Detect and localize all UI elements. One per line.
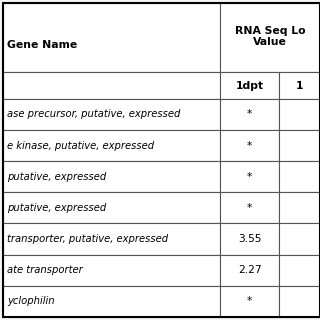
Bar [3, 130, 220, 161]
Bar [3, 161, 220, 192]
Bar [3, 223, 220, 254]
Bar [3, 286, 220, 317]
Bar [279, 72, 320, 99]
Text: *: * [247, 140, 252, 150]
Bar [220, 223, 279, 254]
Bar [220, 161, 279, 192]
Bar [220, 286, 279, 317]
Text: transporter, putative, expressed: transporter, putative, expressed [7, 234, 168, 244]
Bar [279, 161, 320, 192]
Text: 3.55: 3.55 [238, 234, 261, 244]
Text: putative, expressed: putative, expressed [7, 203, 106, 213]
Bar [220, 99, 279, 130]
Text: *: * [247, 172, 252, 182]
Text: Gene Name: Gene Name [7, 40, 77, 50]
Text: putative, expressed: putative, expressed [7, 172, 106, 182]
Bar [220, 254, 279, 286]
Bar [220, 72, 279, 99]
Bar [279, 130, 320, 161]
Text: *: * [247, 109, 252, 119]
Text: 2.27: 2.27 [238, 265, 261, 275]
Bar [3, 254, 220, 286]
Text: *: * [247, 203, 252, 213]
Bar [220, 3, 320, 72]
Bar [220, 192, 279, 223]
Text: e kinase, putative, expressed: e kinase, putative, expressed [7, 140, 154, 150]
Text: yclophilin: yclophilin [7, 296, 55, 306]
Bar [220, 130, 279, 161]
Text: ase precursor, putative, expressed: ase precursor, putative, expressed [7, 109, 180, 119]
Text: *: * [247, 296, 252, 306]
Bar [3, 3, 220, 72]
Bar [279, 223, 320, 254]
Bar [279, 254, 320, 286]
Text: 1: 1 [296, 81, 303, 91]
Text: 1dpt: 1dpt [236, 81, 264, 91]
Bar [3, 192, 220, 223]
Bar [279, 192, 320, 223]
Bar [279, 286, 320, 317]
Text: RNA Seq Lo
Value: RNA Seq Lo Value [235, 26, 305, 47]
Bar [3, 72, 220, 99]
Bar [279, 99, 320, 130]
Text: ate transporter: ate transporter [7, 265, 83, 275]
Bar [3, 99, 220, 130]
